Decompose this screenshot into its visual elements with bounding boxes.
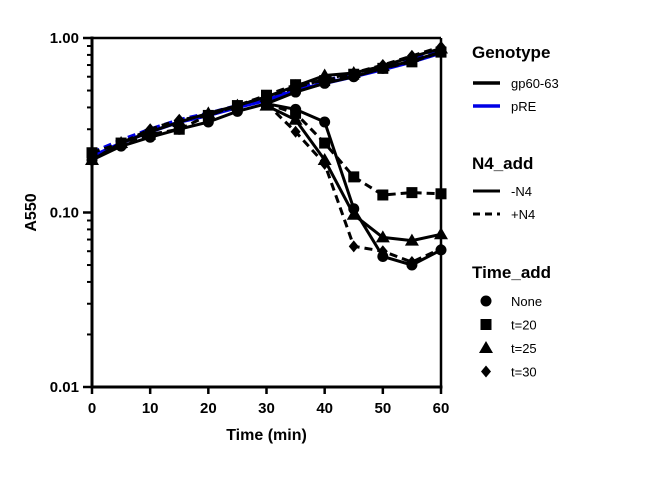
data-point-diamond (203, 109, 214, 122)
x-tick-label: 0 (88, 400, 96, 417)
legend-marker-circle (480, 295, 492, 307)
data-point-diamond (406, 256, 417, 269)
legend-title: Time_add (472, 263, 551, 282)
data-point-triangle (288, 112, 303, 125)
legend-label: +N4 (511, 207, 535, 222)
y-axis-title: A550 (23, 193, 40, 231)
data-point-diamond (377, 245, 388, 258)
data-point-diamond (348, 240, 359, 253)
legend-label: None (511, 294, 542, 309)
x-tick-label: 60 (433, 400, 450, 417)
data-point-diamond (319, 157, 330, 170)
legend-label: t=25 (511, 341, 537, 356)
data-point-square (319, 137, 331, 149)
data-point-square (173, 123, 185, 135)
data-point-diamond (290, 125, 301, 138)
legend-label: t=30 (511, 365, 537, 380)
x-axis-title: Time (min) (226, 427, 307, 444)
legend-title: N4_add (472, 154, 533, 173)
data-point-diamond (290, 81, 301, 94)
series-markers (85, 40, 448, 271)
data-point-square (377, 189, 389, 201)
series-line (265, 102, 442, 264)
data-point-diamond (232, 99, 243, 112)
y-tick-label: 0.01 (50, 379, 79, 396)
legend-label: gp60-63 (511, 76, 559, 91)
axes: 0 10 20 30 40 50 60 0.01 0.10 1.00 (50, 30, 450, 417)
data-point-square (348, 171, 360, 183)
legend-label: t=20 (511, 318, 537, 333)
data-point-diamond (261, 97, 272, 110)
data-point-circle (319, 116, 331, 128)
data-point-diamond (174, 113, 185, 126)
data-point-diamond (319, 73, 330, 86)
data-point-diamond (145, 123, 156, 136)
legend-label: -N4 (511, 184, 532, 199)
y-tick-label: 1.00 (50, 30, 79, 47)
data-point-diamond (348, 67, 359, 80)
legend-marker-triangle (479, 341, 493, 353)
plot-series (85, 40, 448, 271)
data-point-diamond (377, 59, 388, 72)
x-tick-label: 40 (316, 400, 333, 417)
legend-marker-diamond (481, 365, 491, 378)
legend-label: pRE (511, 99, 537, 114)
y-ticks: 0.01 0.10 1.00 (50, 30, 92, 396)
y-tick-label: 0.10 (50, 205, 79, 222)
x-tick-label: 10 (142, 400, 159, 417)
data-point-triangle (346, 207, 361, 220)
data-point-diamond (116, 137, 127, 150)
data-point-triangle (404, 233, 419, 246)
data-point-square (406, 187, 418, 199)
legend-title: Genotype (472, 43, 550, 62)
legend-marker-square (480, 319, 492, 330)
x-tick-label: 20 (200, 400, 217, 417)
x-ticks: 0 10 20 30 40 50 60 (88, 387, 450, 417)
series-lines (91, 45, 442, 267)
x-tick-label: 50 (374, 400, 391, 417)
data-point-diamond (406, 49, 417, 62)
data-point-triangle (375, 230, 390, 243)
legend: Genotype gp60-63 pRE N4_add -N4 +N4 Time_add No… (472, 43, 559, 380)
x-tick-label: 30 (258, 400, 275, 417)
